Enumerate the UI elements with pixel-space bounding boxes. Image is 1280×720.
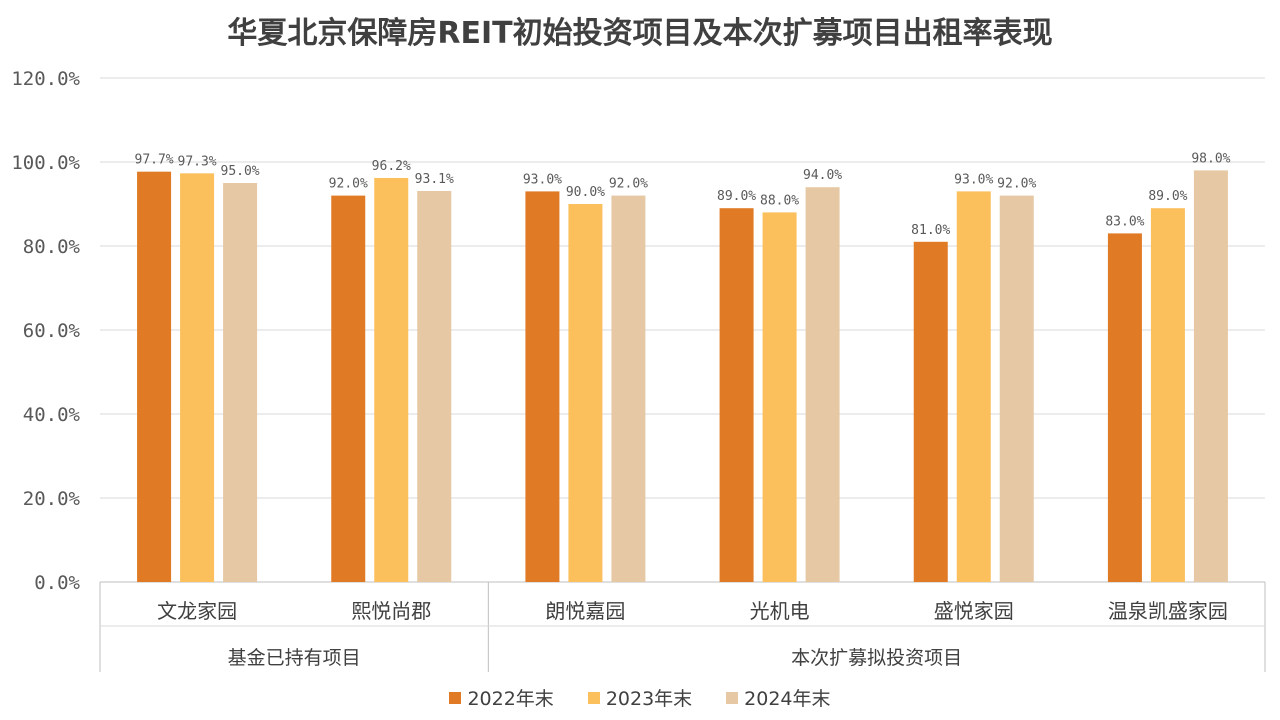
x-category-label: 盛悦家园 [934,599,1014,623]
data-label: 90.0% [566,185,605,200]
bar [1107,233,1142,582]
y-tick-label: 100.0% [11,152,80,174]
legend-swatch-2024 [726,691,739,704]
legend-label-2022: 2022年末 [467,688,554,710]
bar [999,195,1034,582]
data-label: 94.0% [803,168,842,183]
bar [805,187,840,582]
bar [331,195,366,582]
x-category-label: 文龙家园 [157,599,237,623]
legend-item-2023: 2023年末 [587,684,693,711]
chart-title: 华夏北京保障房REIT初始投资项目及本次扩募项目出租率表现 [227,16,1053,51]
data-label: 92.0% [609,177,648,192]
x-group-label: 本次扩募拟投资项目 [791,647,962,669]
x-group-label: 基金已持有项目 [228,647,361,669]
data-label: 88.0% [760,193,799,208]
data-label: 93.0% [954,172,993,187]
legend-item-2024: 2024年末 [726,684,831,711]
bar [137,171,172,582]
data-label: 96.2% [372,159,411,174]
bar [180,173,215,582]
data-label: 95.0% [221,164,260,179]
data-label: 92.0% [329,177,368,192]
bar [223,183,258,582]
bar [417,190,452,583]
data-label: 98.0% [1191,151,1230,166]
legend-label-2024: 2024年末 [744,688,831,710]
bar [913,241,948,583]
y-tick-label: 0.0% [34,572,80,594]
data-label: 89.0% [1148,189,1187,204]
bar [762,212,797,582]
data-label: 89.0% [717,189,756,204]
y-tick-label: 120.0% [11,68,80,90]
x-category-label: 朗悦嘉园 [545,599,625,623]
data-label: 92.0% [997,177,1036,192]
x-category-label: 温泉凯盛家园 [1108,599,1228,623]
data-label: 97.3% [178,154,217,169]
data-label: 81.0% [911,223,950,238]
legend-swatch-2022 [449,691,462,704]
bars [137,170,1228,583]
y-axis: 0.0% 20.0% 40.0% 60.0% 80.0% 100.0% 120.0% [11,68,80,594]
y-tick-label: 80.0% [23,236,81,258]
data-label: 97.7% [135,153,174,168]
x-category-label: 熙悦尚郡 [351,599,431,623]
legend-swatch-2023 [587,691,600,704]
bar [719,208,754,582]
legend-label-2023: 2023年末 [605,688,693,710]
grid-lines [100,77,1265,583]
bar [1193,170,1228,582]
data-label: 93.1% [415,172,454,187]
bar [611,195,646,582]
x-category-label: 光机电 [750,599,810,623]
bar [374,177,409,582]
bar [1150,208,1185,582]
bar [568,204,603,582]
bar [525,191,560,582]
data-label: 83.0% [1105,214,1144,229]
legend: 2022年末 2023年末 2024年末 [0,684,1280,711]
data-label: 93.0% [523,172,562,187]
bar [956,191,991,582]
y-tick-label: 60.0% [23,320,81,342]
data-labels: 97.7% 97.3% 95.0% 92.0% 96.2% 93.1% 93.0% 90.0%… [135,151,1231,237]
y-tick-label: 20.0% [23,488,81,510]
legend-item-2022: 2022年末 [449,684,554,711]
y-tick-label: 40.0% [23,404,81,426]
